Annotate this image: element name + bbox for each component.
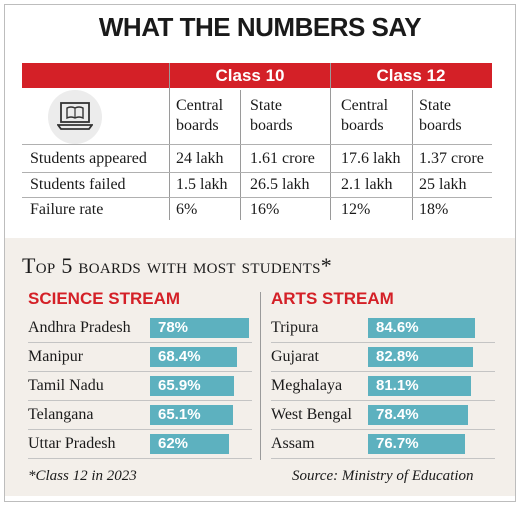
- bar: [150, 405, 233, 425]
- row-label: Students appeared: [30, 150, 147, 167]
- table-cell: 25 lakh: [419, 176, 467, 193]
- bar-row: Meghalaya 81.1%: [271, 374, 495, 401]
- row-separator: [22, 172, 492, 173]
- table-cell: 16%: [250, 201, 280, 218]
- bar-row-separator: [271, 342, 495, 343]
- bar-category-label: Uttar Pradesh: [28, 435, 116, 452]
- bar-category-label: West Bengal: [271, 406, 352, 423]
- bar-row: Andhra Pradesh 78%: [28, 316, 252, 343]
- bar-row: West Bengal 78.4%: [271, 403, 495, 430]
- bar-value-label: 78%: [158, 319, 189, 336]
- bar-row-separator: [271, 371, 495, 372]
- source-note: Source: Ministry of Education: [292, 468, 474, 484]
- bar-category-label: Assam: [271, 435, 315, 452]
- table-cell: 6%: [176, 201, 198, 218]
- table-cell: 17.6 lakh: [341, 150, 401, 167]
- bar-row-separator: [28, 429, 252, 430]
- bar: [150, 318, 249, 338]
- bar-value-label: 84.6%: [376, 319, 419, 336]
- bar: [150, 434, 229, 454]
- bar-row-separator: [28, 400, 252, 401]
- bar-category-label: Telangana: [28, 406, 94, 423]
- bar-row-separator: [28, 342, 252, 343]
- bar-value-label: 82.8%: [376, 348, 419, 365]
- bar-row: Tamil Nadu 65.9%: [28, 374, 252, 401]
- table-cell: 1.61 crore: [250, 150, 315, 167]
- bar-row-separator: [271, 429, 495, 430]
- bar: [368, 318, 475, 338]
- bar: [368, 405, 468, 425]
- bar-category-label: Tamil Nadu: [28, 377, 104, 394]
- page-title: WHAT THE NUMBERS SAY: [98, 12, 422, 42]
- bar: [150, 347, 237, 367]
- bar-value-label: 76.7%: [376, 435, 419, 452]
- row-separator: [22, 197, 492, 198]
- bar: [368, 434, 465, 454]
- footnote: *Class 12 in 2023: [28, 468, 137, 484]
- subheader-central: Central boards: [176, 97, 224, 134]
- col-divider: [330, 63, 331, 220]
- table-cell: 1.37 crore: [419, 150, 484, 167]
- bar-row: Tripura 84.6%: [271, 316, 495, 343]
- table-cell: 12%: [341, 201, 371, 218]
- table-header-band: Class 10 Class 12: [22, 63, 492, 88]
- col-divider: [240, 90, 241, 220]
- class10-header: Class 10: [215, 66, 285, 85]
- science-stream-title: SCIENCE STREAM: [28, 289, 181, 308]
- class12-header: Class 12: [376, 66, 446, 85]
- bar-row: Manipur 68.4%: [28, 345, 252, 372]
- bar-value-label: 78.4%: [376, 406, 419, 423]
- table-cell: 2.1 lakh: [341, 176, 393, 193]
- bar-category-label: Meghalaya: [271, 377, 343, 394]
- bar-category-label: Tripura: [271, 319, 319, 336]
- bar-row: Uttar Pradesh 62%: [28, 432, 252, 459]
- subheader-state: State boards: [419, 97, 462, 134]
- bar-row: Assam 76.7%: [271, 432, 495, 459]
- bar-row: Telangana 65.1%: [28, 403, 252, 430]
- bar-row-separator: [28, 458, 252, 459]
- bar-row: Gujarat 82.8%: [271, 345, 495, 372]
- stream-divider: [260, 292, 261, 460]
- bar-category-label: Gujarat: [271, 348, 319, 365]
- bar-category-label: Andhra Pradesh: [28, 319, 131, 336]
- row-label: Students failed: [30, 176, 126, 193]
- row-label: Failure rate: [30, 201, 104, 218]
- subheader-state: State boards: [250, 97, 293, 134]
- bar-row-separator: [28, 371, 252, 372]
- bar-value-label: 81.1%: [376, 377, 419, 394]
- row-separator: [22, 144, 492, 145]
- table-cell: 26.5 lakh: [250, 176, 310, 193]
- bar-value-label: 68.4%: [158, 348, 201, 365]
- laptop-book-icon: [48, 90, 102, 144]
- table-cell: 24 lakh: [176, 150, 224, 167]
- bar-category-label: Manipur: [28, 348, 84, 365]
- top5-title: Top 5 boards with most students*: [22, 253, 333, 278]
- table-cell: 18%: [419, 201, 449, 218]
- subheader-central: Central boards: [341, 97, 389, 134]
- bar: [368, 376, 471, 396]
- arts-stream-title: ARTS STREAM: [271, 289, 394, 308]
- bar-value-label: 62%: [158, 435, 189, 452]
- bar-row-separator: [271, 458, 495, 459]
- bar-value-label: 65.9%: [158, 377, 201, 394]
- table-cell: 1.5 lakh: [176, 176, 228, 193]
- col-divider: [412, 90, 413, 220]
- bar-value-label: 65.1%: [158, 406, 201, 423]
- col-divider: [169, 63, 170, 220]
- bar: [368, 347, 473, 367]
- bar-row-separator: [271, 400, 495, 401]
- bar: [150, 376, 234, 396]
